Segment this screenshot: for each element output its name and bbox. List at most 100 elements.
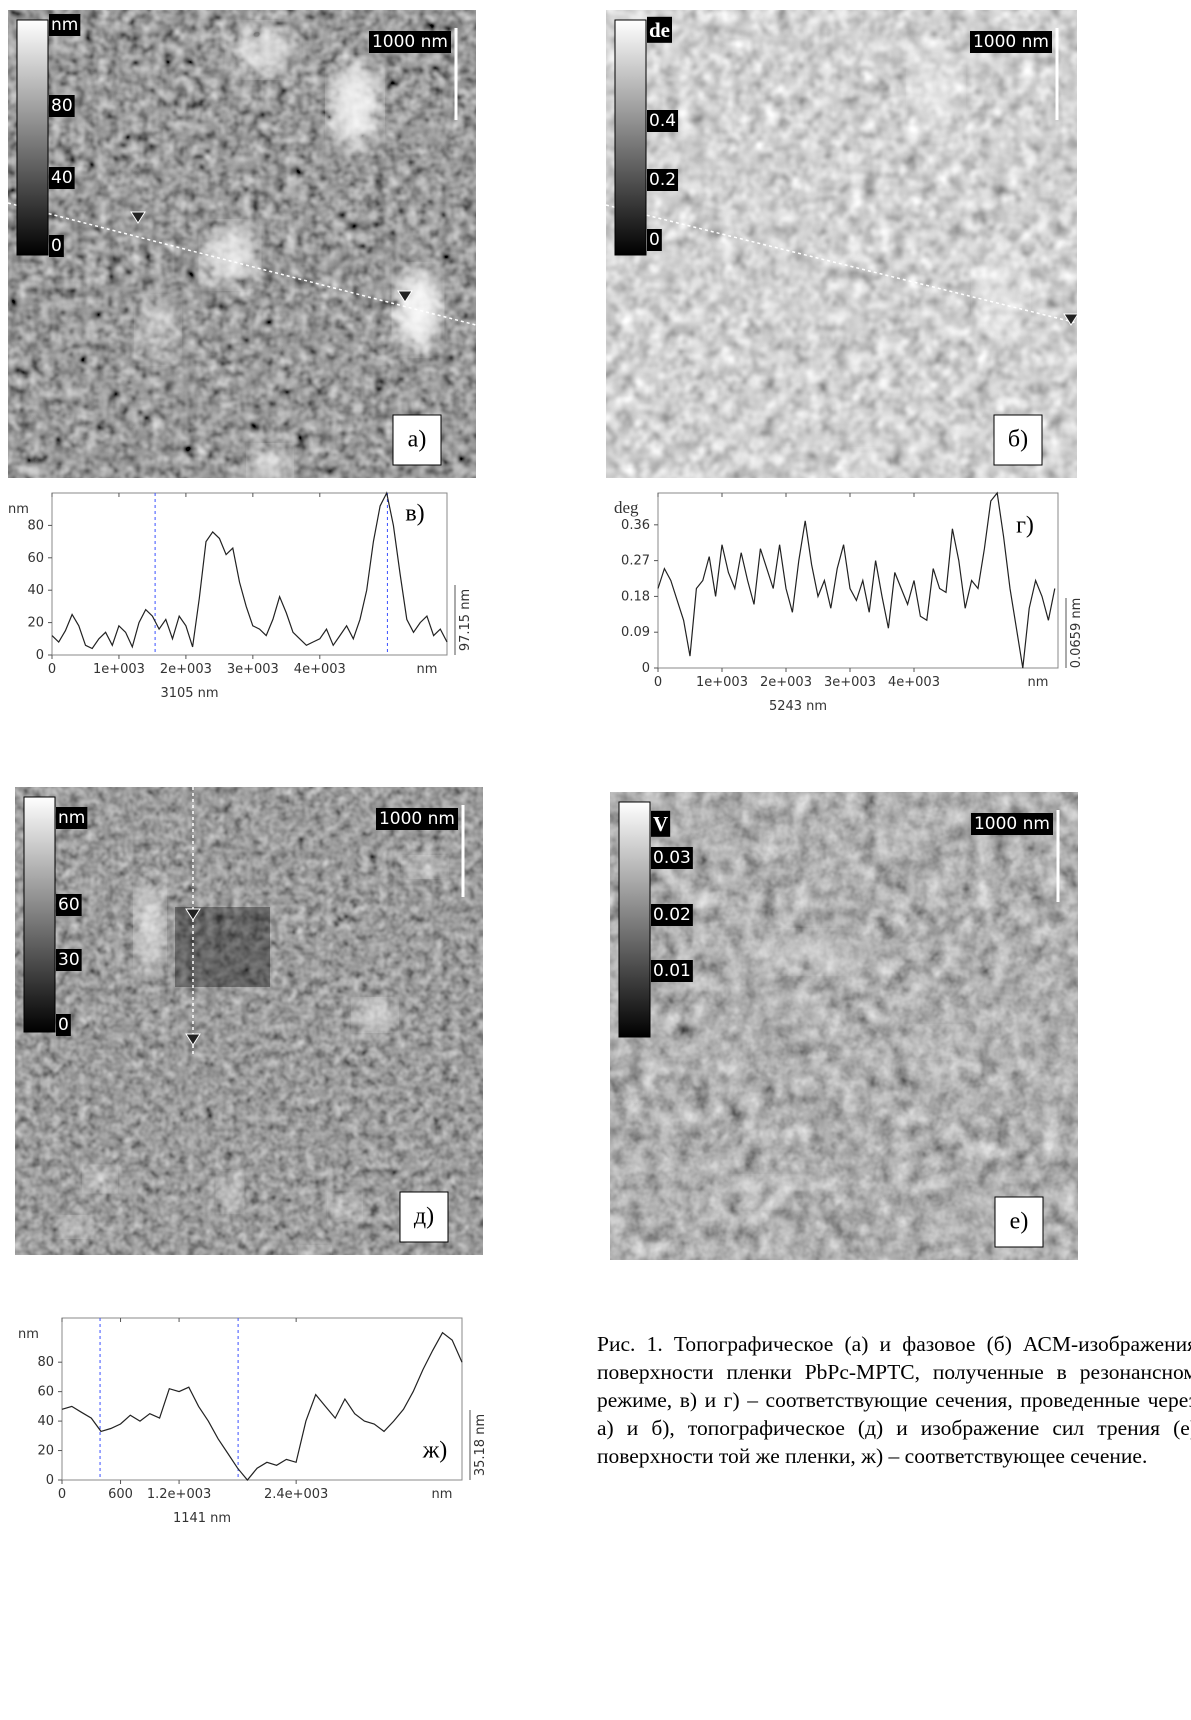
y-tick-label: 0.18 bbox=[621, 589, 650, 604]
y-unit: nm bbox=[18, 1327, 39, 1342]
x-unit: nm bbox=[417, 662, 438, 677]
grain bbox=[218, 1174, 242, 1210]
colorbar-label-bg bbox=[647, 16, 672, 43]
colorbar-label: 0.03 bbox=[653, 848, 691, 868]
y-tick-label: 40 bbox=[37, 1414, 54, 1429]
colorbar-label: 40 bbox=[51, 168, 73, 188]
colorbar-label-bg bbox=[56, 1014, 71, 1036]
colorbar-label: 0.4 bbox=[649, 111, 676, 131]
colorbar-label-bg bbox=[56, 894, 82, 916]
y-tick-label: 0 bbox=[46, 1473, 54, 1488]
x-tick-label: 2.4e+003 bbox=[264, 1487, 328, 1502]
colorbar-label: nm bbox=[51, 15, 78, 35]
section-line bbox=[605, 204, 1078, 324]
y-tick-label: 80 bbox=[27, 518, 44, 533]
colorbar-label-bg bbox=[651, 810, 671, 837]
afm-image: V 0.03 0.02 0.01 1000 nm е) bbox=[610, 792, 1078, 1260]
image-texture bbox=[606, 10, 1077, 478]
grain bbox=[301, 1247, 329, 1267]
colorbar-label-bg bbox=[49, 95, 75, 117]
colorbar-label-bg bbox=[651, 960, 693, 982]
colorbar-label: 0 bbox=[649, 230, 660, 250]
y-tick-label: 0 bbox=[36, 648, 44, 663]
grain bbox=[330, 63, 380, 147]
colorbar-label-bg bbox=[647, 169, 679, 191]
x-tick-label: 3e+003 bbox=[227, 662, 279, 677]
x-tick-label: 1e+003 bbox=[93, 662, 145, 677]
afm-image: nm 80 40 0 1000 nm а) bbox=[7, 10, 477, 483]
plot-frame bbox=[61, 1317, 463, 1481]
x-label: 5243 nm bbox=[769, 699, 827, 714]
panel-label-bg bbox=[392, 414, 442, 466]
x-unit: nm bbox=[432, 1487, 453, 1502]
colorbar-label: nm bbox=[58, 808, 85, 828]
colorbar-label: 0 bbox=[51, 236, 62, 256]
profile-line bbox=[657, 491, 1056, 669]
colorbar-label-bg bbox=[56, 949, 82, 971]
side-label: 0.0659 nm bbox=[1069, 598, 1084, 669]
grain bbox=[396, 270, 440, 350]
grain bbox=[846, 450, 886, 480]
grain bbox=[136, 882, 164, 972]
y-tick-label: 80 bbox=[37, 1355, 54, 1370]
x-tick-label: 2e+003 bbox=[760, 675, 812, 690]
x-tick-label: 600 bbox=[108, 1487, 133, 1502]
section-marker bbox=[185, 1033, 201, 1046]
section-marker bbox=[130, 211, 146, 224]
x-tick-label: 2e+003 bbox=[160, 662, 212, 677]
scale-bar-label: 1000 nm bbox=[973, 32, 1049, 52]
y-tick-label: 0.36 bbox=[621, 518, 650, 533]
afm-image: nm 60 30 0 1000 nm д) bbox=[15, 787, 483, 1267]
panel-label-bg bbox=[399, 1191, 449, 1243]
colorbar-label: 0.02 bbox=[653, 905, 691, 925]
colorbar bbox=[614, 19, 647, 256]
colorbar-label-bg bbox=[49, 235, 64, 257]
grain bbox=[750, 932, 870, 972]
x-tick-label: 0 bbox=[654, 675, 662, 690]
colorbar-label: 30 bbox=[58, 950, 80, 970]
section-marker bbox=[1063, 313, 1079, 326]
grain bbox=[59, 1217, 91, 1237]
colorbar-label-bg bbox=[651, 904, 693, 926]
colorbar-label: 0 bbox=[58, 1015, 69, 1035]
x-label: 3105 nm bbox=[160, 686, 218, 701]
x-tick-label: 4e+003 bbox=[888, 675, 940, 690]
side-label: 35.18 nm bbox=[473, 1414, 488, 1476]
y-tick-label: 60 bbox=[37, 1385, 54, 1400]
colorbar-label-bg bbox=[651, 847, 693, 869]
colorbar bbox=[618, 801, 651, 1038]
colorbar-label-bg bbox=[647, 110, 679, 132]
panel-label: ж) bbox=[422, 1438, 448, 1464]
colorbar-label: 0.01 bbox=[653, 961, 691, 981]
colorbar-label: 60 bbox=[58, 895, 80, 915]
panel-label: в) bbox=[405, 501, 424, 527]
figure-caption: Рис. 1. Топографическое (а) и фазовое (б… bbox=[597, 1332, 1191, 1468]
y-tick-label: 20 bbox=[37, 1444, 54, 1459]
colorbar-label-bg bbox=[49, 167, 75, 189]
y-tick-label: 60 bbox=[27, 551, 44, 566]
grain bbox=[911, 45, 961, 135]
panel-label: е) bbox=[1010, 1209, 1029, 1235]
section-line bbox=[7, 202, 477, 326]
x-unit: nm bbox=[1028, 675, 1049, 690]
scale-bar-bg bbox=[375, 808, 458, 830]
grain bbox=[85, 1167, 115, 1191]
y-unit: deg bbox=[614, 498, 639, 517]
panel-label: д) bbox=[414, 1204, 434, 1230]
afm-image: de 0.4 0.2 0 1000 nm б) bbox=[605, 10, 1079, 480]
y-unit: nm bbox=[8, 502, 29, 517]
y-tick-label: 40 bbox=[27, 583, 44, 598]
colorbar-label-bg bbox=[56, 807, 88, 829]
panel-label: б) bbox=[1008, 427, 1028, 453]
x-tick-label: 1.2e+003 bbox=[147, 1487, 211, 1502]
grain bbox=[231, 25, 295, 75]
grain bbox=[330, 1195, 360, 1219]
dark-region bbox=[175, 907, 270, 987]
side-label: 97.15 nm bbox=[458, 589, 473, 651]
colorbar-label: 0.2 bbox=[649, 170, 676, 190]
plot-frame bbox=[657, 492, 1059, 669]
colorbar bbox=[16, 19, 49, 256]
grain bbox=[890, 1027, 990, 1057]
profile-line bbox=[51, 491, 448, 650]
